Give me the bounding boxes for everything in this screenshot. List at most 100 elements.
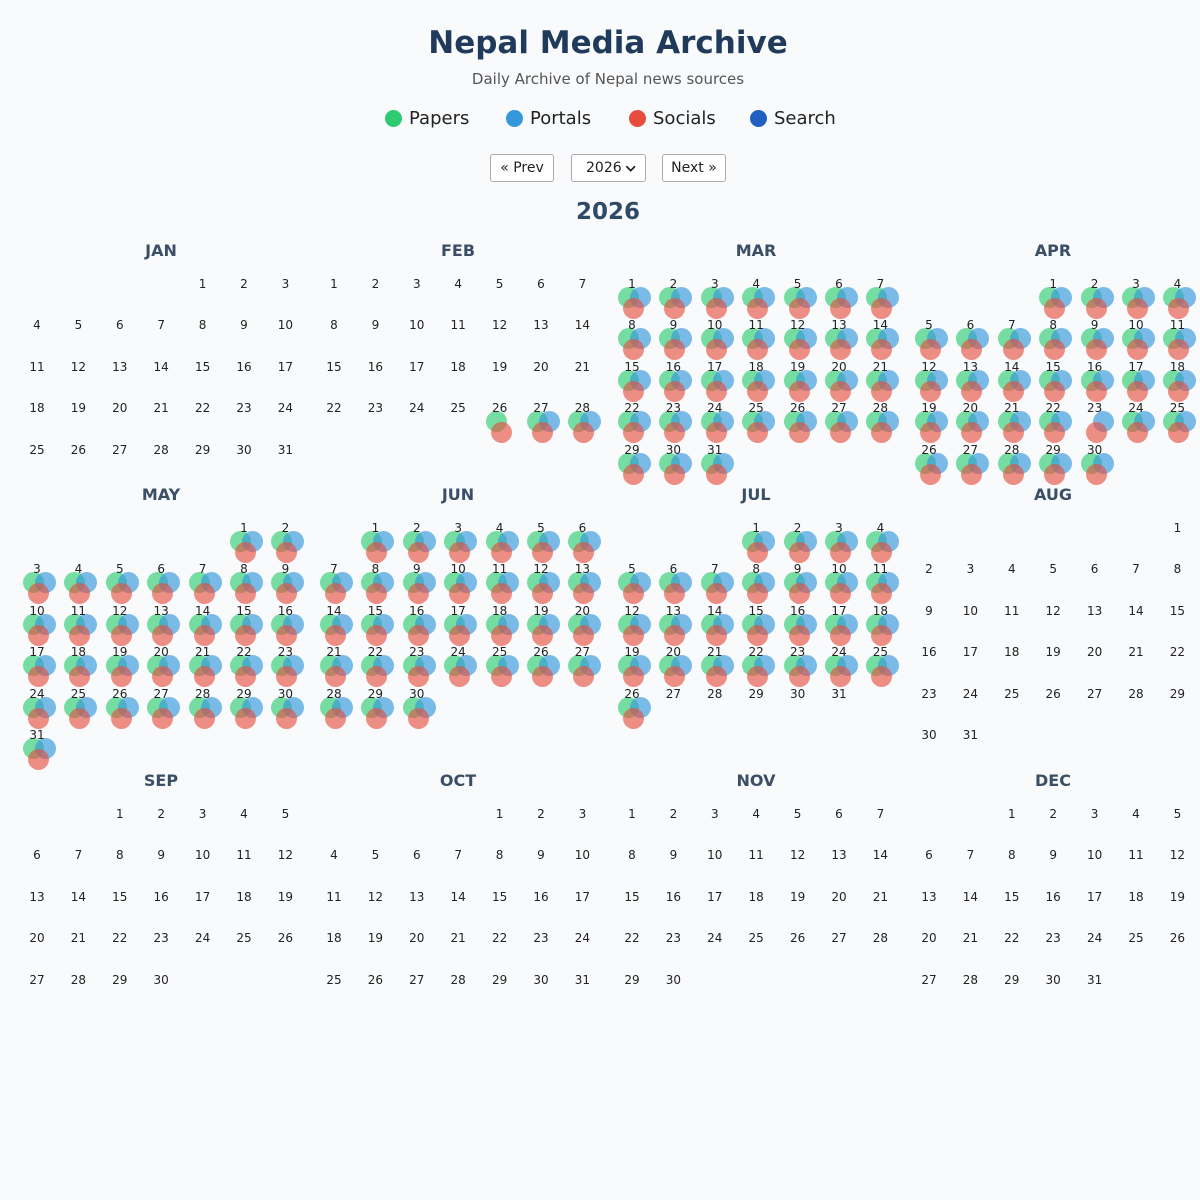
day-cell[interactable]: 2 bbox=[1033, 807, 1073, 848]
day-cell[interactable]: 25 bbox=[1157, 401, 1197, 444]
day-cell[interactable]: 3 bbox=[695, 807, 735, 848]
day-cell[interactable]: 23 bbox=[1033, 931, 1073, 972]
day-cell[interactable]: 19 bbox=[1157, 890, 1197, 931]
day-cell[interactable]: 7 bbox=[438, 848, 478, 889]
day-cell[interactable]: 20 bbox=[521, 360, 561, 401]
day-cell[interactable]: 10 bbox=[695, 318, 735, 361]
day-cell[interactable]: 8 bbox=[100, 848, 140, 889]
day-cell[interactable]: 18 bbox=[1116, 890, 1156, 931]
day-cell[interactable]: 6 bbox=[819, 807, 859, 848]
day-cell[interactable]: 4 bbox=[1116, 807, 1156, 848]
day-cell[interactable]: 4 bbox=[992, 562, 1032, 603]
day-cell[interactable]: 12 bbox=[909, 360, 949, 402]
day-cell[interactable]: 21 bbox=[860, 360, 900, 402]
day-cell[interactable]: 15 bbox=[1033, 360, 1073, 402]
day-cell[interactable]: 30 bbox=[653, 443, 693, 485]
day-cell[interactable]: 4 bbox=[314, 848, 354, 889]
day-cell[interactable]: 20 bbox=[950, 401, 990, 444]
day-cell[interactable]: 3 bbox=[397, 277, 437, 318]
day-cell[interactable]: 13 bbox=[909, 890, 949, 931]
day-cell[interactable]: 21 bbox=[562, 360, 602, 401]
day-cell[interactable]: 16 bbox=[778, 604, 818, 646]
day-cell[interactable]: 16 bbox=[397, 604, 437, 646]
day-cell[interactable]: 24 bbox=[819, 645, 859, 688]
day-cell[interactable]: 26 bbox=[355, 973, 395, 1014]
day-cell[interactable]: 20 bbox=[562, 604, 602, 646]
day-cell[interactable]: 18 bbox=[17, 401, 57, 442]
day-cell[interactable]: 13 bbox=[819, 848, 859, 889]
day-cell[interactable]: 18 bbox=[860, 604, 900, 646]
day-cell[interactable]: 30 bbox=[778, 687, 818, 728]
day-cell[interactable]: 11 bbox=[438, 318, 478, 359]
day-cell[interactable]: 19 bbox=[265, 890, 305, 931]
day-cell[interactable]: 16 bbox=[909, 645, 949, 686]
day-cell[interactable]: 31 bbox=[562, 973, 602, 1014]
day-cell[interactable]: 4 bbox=[224, 807, 264, 848]
day-cell[interactable]: 26 bbox=[521, 645, 561, 688]
day-cell[interactable]: 9 bbox=[521, 848, 561, 889]
day-cell[interactable]: 6 bbox=[909, 848, 949, 889]
day-cell[interactable]: 5 bbox=[778, 807, 818, 848]
day-cell[interactable]: 14 bbox=[860, 848, 900, 889]
day-cell[interactable]: 17 bbox=[17, 645, 57, 688]
day-cell[interactable]: 6 bbox=[17, 848, 57, 889]
day-cell[interactable]: 28 bbox=[695, 687, 735, 728]
day-cell[interactable]: 13 bbox=[141, 604, 181, 646]
day-cell[interactable]: 16 bbox=[521, 890, 561, 931]
day-cell[interactable]: 5 bbox=[1033, 562, 1073, 603]
day-cell[interactable]: 14 bbox=[992, 360, 1032, 402]
day-cell[interactable]: 11 bbox=[1157, 318, 1197, 361]
day-cell[interactable]: 12 bbox=[265, 848, 305, 889]
day-cell[interactable]: 7 bbox=[183, 562, 223, 605]
day-cell[interactable]: 16 bbox=[224, 360, 264, 401]
day-cell[interactable]: 1 bbox=[612, 277, 652, 319]
day-cell[interactable]: 29 bbox=[355, 687, 395, 729]
day-cell[interactable]: 15 bbox=[736, 604, 776, 646]
day-cell[interactable]: 16 bbox=[141, 890, 181, 931]
day-cell[interactable]: 24 bbox=[1075, 931, 1115, 972]
day-cell[interactable]: 2 bbox=[397, 521, 437, 563]
day-cell[interactable]: 9 bbox=[653, 848, 693, 889]
day-cell[interactable]: 10 bbox=[397, 318, 437, 359]
day-cell[interactable]: 10 bbox=[562, 848, 602, 889]
day-cell[interactable]: 4 bbox=[736, 277, 776, 319]
day-cell[interactable]: 30 bbox=[141, 973, 181, 1014]
day-cell[interactable]: 15 bbox=[314, 360, 354, 401]
day-cell[interactable]: 5 bbox=[265, 807, 305, 848]
day-cell[interactable]: 24 bbox=[950, 687, 990, 728]
day-cell[interactable]: 27 bbox=[819, 931, 859, 972]
day-cell[interactable]: 18 bbox=[992, 645, 1032, 686]
day-cell[interactable]: 16 bbox=[265, 604, 305, 646]
day-cell[interactable]: 27 bbox=[521, 401, 561, 444]
day-cell[interactable]: 4 bbox=[17, 318, 57, 359]
day-cell[interactable]: 24 bbox=[183, 931, 223, 972]
day-cell[interactable]: 7 bbox=[950, 848, 990, 889]
day-cell[interactable]: 8 bbox=[183, 318, 223, 359]
day-cell[interactable]: 12 bbox=[480, 318, 520, 359]
day-cell[interactable]: 20 bbox=[100, 401, 140, 442]
day-cell[interactable]: 20 bbox=[819, 890, 859, 931]
day-cell[interactable]: 13 bbox=[521, 318, 561, 359]
day-cell[interactable]: 23 bbox=[653, 401, 693, 444]
day-cell[interactable]: 30 bbox=[909, 728, 949, 769]
day-cell[interactable]: 6 bbox=[100, 318, 140, 359]
day-cell[interactable]: 27 bbox=[397, 973, 437, 1014]
day-cell[interactable]: 30 bbox=[224, 443, 264, 484]
day-cell[interactable]: 19 bbox=[521, 604, 561, 646]
day-cell[interactable]: 22 bbox=[224, 645, 264, 688]
day-cell[interactable]: 6 bbox=[397, 848, 437, 889]
day-cell[interactable]: 17 bbox=[1075, 890, 1115, 931]
day-cell[interactable]: 5 bbox=[100, 562, 140, 605]
day-cell[interactable]: 11 bbox=[992, 604, 1032, 645]
day-cell[interactable]: 9 bbox=[141, 848, 181, 889]
day-cell[interactable]: 18 bbox=[224, 890, 264, 931]
day-cell[interactable]: 14 bbox=[562, 318, 602, 359]
day-cell[interactable]: 21 bbox=[141, 401, 181, 442]
day-cell[interactable]: 26 bbox=[1157, 931, 1197, 972]
day-cell[interactable]: 21 bbox=[314, 645, 354, 688]
day-cell[interactable]: 13 bbox=[17, 890, 57, 931]
day-cell[interactable]: 10 bbox=[265, 318, 305, 359]
day-cell[interactable]: 26 bbox=[58, 443, 98, 484]
day-cell[interactable]: 19 bbox=[778, 360, 818, 402]
day-cell[interactable]: 11 bbox=[860, 562, 900, 605]
